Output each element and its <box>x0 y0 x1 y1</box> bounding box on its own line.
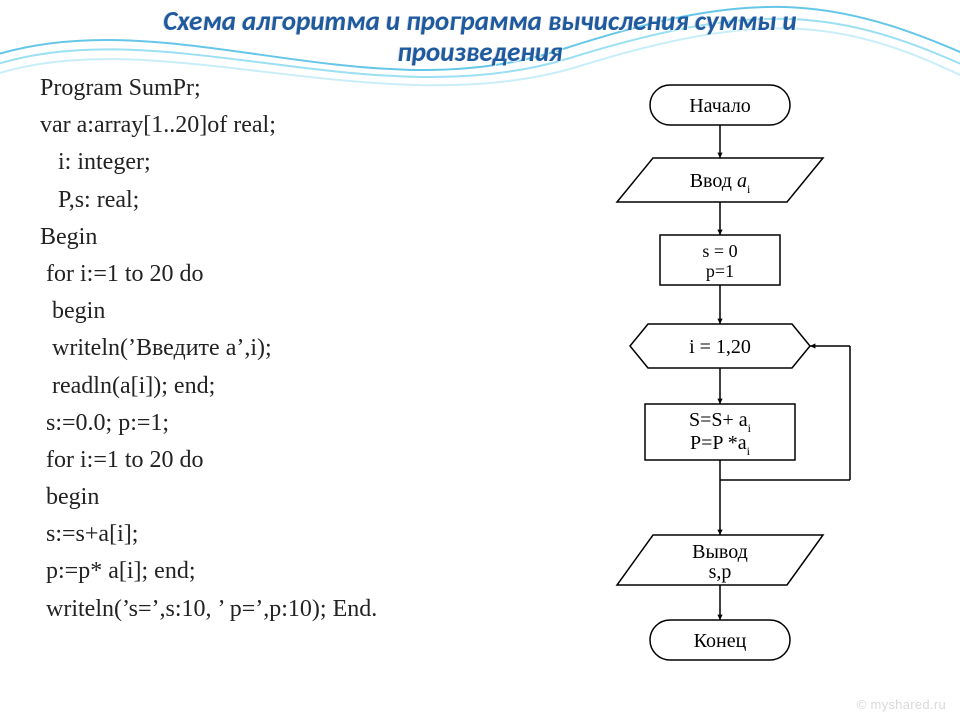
code-line: s:=s+a[i]; <box>40 516 520 553</box>
code-line: writeln(’Введите a’,i); <box>40 330 520 367</box>
svg-text:s,p: s,p <box>709 561 732 583</box>
code-line: readln(a[i]); end; <box>40 368 520 405</box>
code-line: begin <box>40 293 520 330</box>
code-line: writeln(’s=’,s:10, ’ p=’,p:10); End. <box>40 591 520 628</box>
code-line: p:=p* a[i]; end; <box>40 553 520 590</box>
code-line: begin <box>40 479 520 516</box>
code-line: Begin <box>40 219 520 256</box>
title-line-2: произведения <box>0 37 960 68</box>
code-line: i: integer; <box>40 144 520 181</box>
svg-text:Начало: Начало <box>689 95 751 117</box>
svg-text:Конец: Конец <box>694 630 747 652</box>
flowchart: НачалоВвод ais = 0p=1i = 1,20S=S+ aiP=P … <box>540 80 900 690</box>
page-title: Схема алгоритма и программа вычисления с… <box>0 6 960 68</box>
svg-text:p=1: p=1 <box>706 261 734 281</box>
code-line: s:=0.0; p:=1; <box>40 405 520 442</box>
svg-text:s = 0: s = 0 <box>702 241 737 261</box>
code-line: Program SumPr; <box>40 70 520 107</box>
code-line: P,s: real; <box>40 182 520 219</box>
svg-text:i = 1,20: i = 1,20 <box>689 336 751 358</box>
title-line-1: Схема алгоритма и программа вычисления с… <box>0 6 960 37</box>
code-line: for i:=1 to 20 do <box>40 256 520 293</box>
svg-text:Вывод: Вывод <box>692 541 748 563</box>
watermark: © myshared.ru <box>857 697 946 712</box>
code-line: for i:=1 to 20 do <box>40 442 520 479</box>
code-listing: Program SumPr; var a:array[1..20]of real… <box>40 70 520 628</box>
code-line: var a:array[1..20]of real; <box>40 107 520 144</box>
